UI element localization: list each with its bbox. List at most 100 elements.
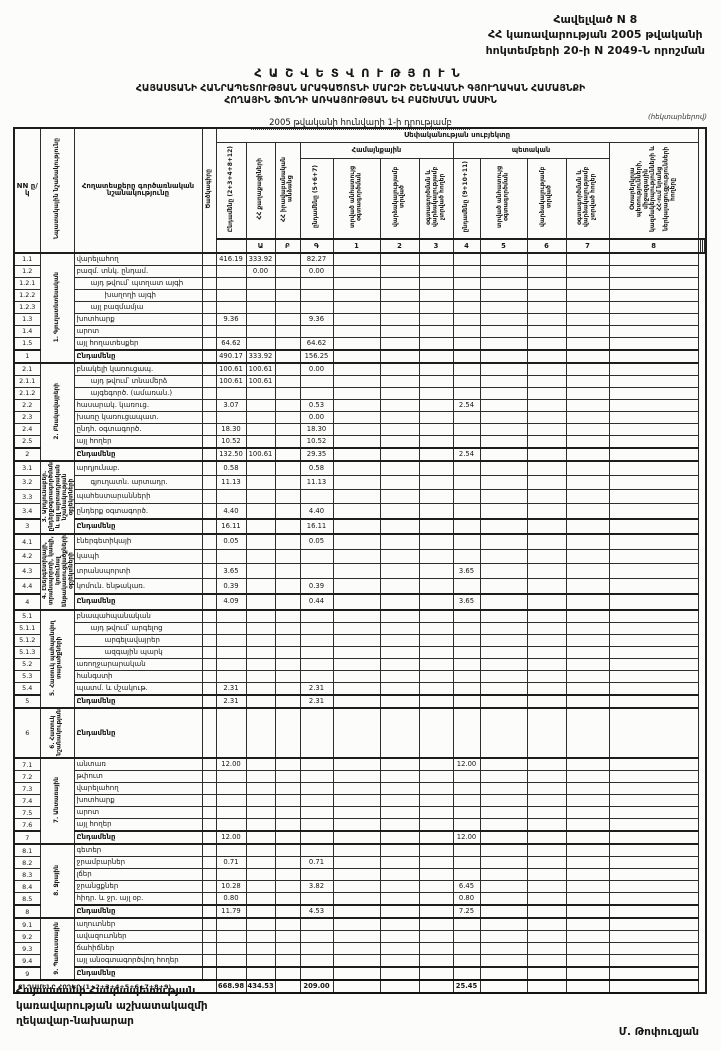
- value-col-11: [565, 324, 610, 338]
- code-cell: [201, 645, 217, 659]
- value-col-11: [565, 830, 610, 845]
- row-number: 9: [13, 966, 41, 981]
- row-number: 1.2: [13, 264, 41, 278]
- value-col-11: [565, 806, 610, 820]
- land-type-label: արգելավայրեր: [73, 633, 203, 647]
- land-type-label: աղուտներ: [73, 917, 203, 932]
- value-col-1: 100.61: [215, 361, 247, 376]
- code-cell: [201, 966, 217, 981]
- signature-name: Մ. Թոփուզյան: [618, 1026, 699, 1038]
- value-col-1: 0.58: [215, 459, 247, 477]
- col10-header: վարձակալությամբ տրված: [526, 157, 567, 240]
- value-col-3: [274, 966, 301, 981]
- land-type-label: գյուղատն. արտադր.: [73, 475, 203, 491]
- value-col-7: [418, 288, 454, 302]
- section-total-row: 7 Ընդամենը 12.00 12.00: [13, 830, 706, 845]
- code-cell: [201, 324, 217, 338]
- land-row: 1.2 բազմ. տնկ. ընդամ. 0.00 0.00: [13, 264, 706, 278]
- value-col-8: [452, 386, 481, 400]
- value-col-7: [418, 657, 454, 671]
- section-label-text: 3. Արդյունաբեր. ընդերքօգտագործման և այլ …: [41, 461, 74, 532]
- column-number: 12: [703, 237, 707, 254]
- code-cell: [201, 794, 217, 808]
- value-col-6: [379, 592, 420, 611]
- value-col-6: [379, 288, 420, 302]
- value-col-7: [418, 794, 454, 808]
- code-cell: [201, 276, 217, 290]
- value-col-12: [608, 374, 699, 388]
- value-col-4: [299, 324, 334, 338]
- land-row: 9.3 ճահիճներ: [13, 942, 706, 956]
- value-col-11: [565, 361, 610, 376]
- value-col-12: [608, 818, 699, 832]
- value-col-11: [565, 422, 610, 436]
- value-col-1: [215, 645, 247, 659]
- value-col-12: [608, 942, 699, 956]
- row-number: 2: [13, 446, 41, 462]
- value-col-7: [418, 563, 454, 580]
- value-col-4: 64.62: [299, 336, 334, 351]
- column-number: 4: [452, 237, 481, 254]
- value-col-1: [215, 288, 247, 302]
- value-col-6: [379, 917, 420, 932]
- value-col-4: 29.35: [299, 446, 334, 462]
- value-col-10: [526, 880, 567, 894]
- value-col-7: [418, 459, 454, 477]
- land-type-label: ազգային պարկ: [73, 645, 203, 659]
- row-number: 1.2.3: [13, 300, 41, 314]
- value-col-7: [418, 645, 454, 659]
- value-col-8: 7.25: [452, 904, 481, 919]
- rotated-header-row: ընդամենը (5+6+7) տրված անհատույց օգտագոր…: [14, 157, 706, 240]
- value-col-6: [379, 794, 420, 808]
- value-col-9: [479, 806, 528, 820]
- appendix-line: հոկտեմբերի 20-ի N 2049-Ն որոշման: [485, 43, 705, 57]
- value-col-1: [215, 843, 247, 858]
- row-number: 8.5: [13, 892, 41, 906]
- value-col-1: 3.07: [215, 398, 247, 412]
- value-col-9: [479, 532, 528, 550]
- value-col-6: [379, 459, 420, 477]
- value-col-3: [274, 818, 301, 832]
- code-cell: [201, 782, 217, 796]
- value-col-6: [379, 892, 420, 906]
- value-col-5: [332, 312, 381, 326]
- value-col-1: [215, 917, 247, 932]
- row-number: 5.2: [13, 657, 41, 671]
- value-col-1: [215, 669, 247, 683]
- value-col-1: 18.30: [215, 422, 247, 436]
- value-col-2: [245, 422, 276, 436]
- value-col-5: [332, 706, 381, 759]
- value-col-3: [274, 806, 301, 820]
- value-col-9: [479, 942, 528, 956]
- land-row: 2.4 ընդհ. օգտագործ. 18.30 18.30: [13, 422, 706, 436]
- value-col-4: 2.31: [299, 693, 334, 709]
- value-col-7: [418, 942, 454, 956]
- appendix-line: ՀՀ կառավարության 2005 թվականի: [488, 28, 703, 42]
- value-col-2: [245, 806, 276, 820]
- land-type-label: խոտհարք: [73, 794, 203, 808]
- value-col-3: [274, 578, 301, 595]
- value-col-5: [332, 830, 381, 845]
- value-col-2: [245, 782, 276, 796]
- land-row: 2.1 2. Բնակավայրերի բնակելի կառուցապ. 100.6…: [13, 361, 706, 462]
- value-col-8: [452, 806, 481, 820]
- value-col-3: [274, 398, 301, 412]
- land-type-label: Ընդամենը: [73, 830, 203, 845]
- code-cell: [201, 770, 217, 784]
- value-col-7: [418, 251, 454, 266]
- value-col-6: [379, 348, 420, 364]
- value-col-3: [274, 930, 301, 944]
- value-col-11: [565, 917, 610, 932]
- row-number: 3.3: [13, 489, 41, 505]
- value-col-4: 16.11: [299, 517, 334, 535]
- value-col-4: [299, 563, 334, 580]
- value-col-5: [332, 503, 381, 520]
- value-col-11: [565, 892, 610, 906]
- value-col-6: [379, 517, 420, 535]
- land-types-header: Հողատեսքերը գործառնական նշանակությունը: [73, 127, 203, 254]
- land-row: 2.1.2 այգեգործ. (ամառան.): [13, 386, 706, 400]
- community-group-header: Համայնքային: [299, 142, 454, 159]
- col2-header: ՀՀ քաղաքացիների: [245, 141, 276, 240]
- row-number: 2.4: [13, 422, 41, 436]
- land-row: 7.4 խոտհարք: [13, 794, 706, 808]
